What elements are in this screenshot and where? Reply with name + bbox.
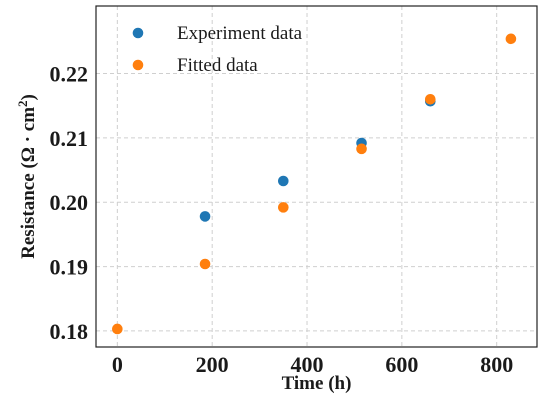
data-point (112, 323, 123, 335)
data-point (505, 33, 517, 45)
y-axis-ticks: 0.18 0.19 0.20 0.21 0.22 (50, 62, 89, 344)
legend: Experiment data Fitted data (132, 23, 303, 76)
data-points (112, 33, 517, 335)
y-tick-label: 0.22 (50, 62, 89, 87)
x-axis-ticks: 0 200 400 600 800 (112, 352, 513, 377)
y-axis-label-main: Resistance (Ω · cm (18, 107, 39, 259)
x-tick-label: 800 (480, 352, 513, 377)
y-tick-label: 0.19 (50, 255, 89, 280)
x-tick-label: 200 (196, 352, 229, 377)
data-point (278, 202, 289, 213)
data-point (199, 211, 211, 222)
data-point (356, 143, 367, 155)
grid-lines (96, 6, 537, 347)
y-axis-label: Resistance (Ω · cm2) (15, 94, 40, 259)
x-tick-label: 600 (385, 352, 418, 377)
y-axis-label-superscript: 2 (15, 100, 30, 107)
y-axis-label-end: ) (18, 94, 39, 100)
x-axis-label: Time (h) (282, 373, 352, 394)
y-tick-label: 0.21 (50, 126, 89, 151)
y-tick-label: 0.18 (50, 319, 89, 344)
plot-frame (95, 5, 538, 348)
legend-label: Fitted data (177, 55, 258, 76)
data-point (199, 258, 211, 270)
legend-marker (132, 27, 144, 39)
legend-label: Experiment data (177, 23, 303, 44)
legend-marker (132, 59, 144, 71)
series-experiment (199, 95, 436, 222)
y-tick-label: 0.20 (50, 190, 89, 215)
data-point (278, 175, 289, 187)
x-tick-label: 0 (112, 352, 123, 377)
data-point (425, 93, 436, 105)
series-fitted (112, 33, 517, 335)
x-tick-label: 400 (291, 352, 324, 377)
